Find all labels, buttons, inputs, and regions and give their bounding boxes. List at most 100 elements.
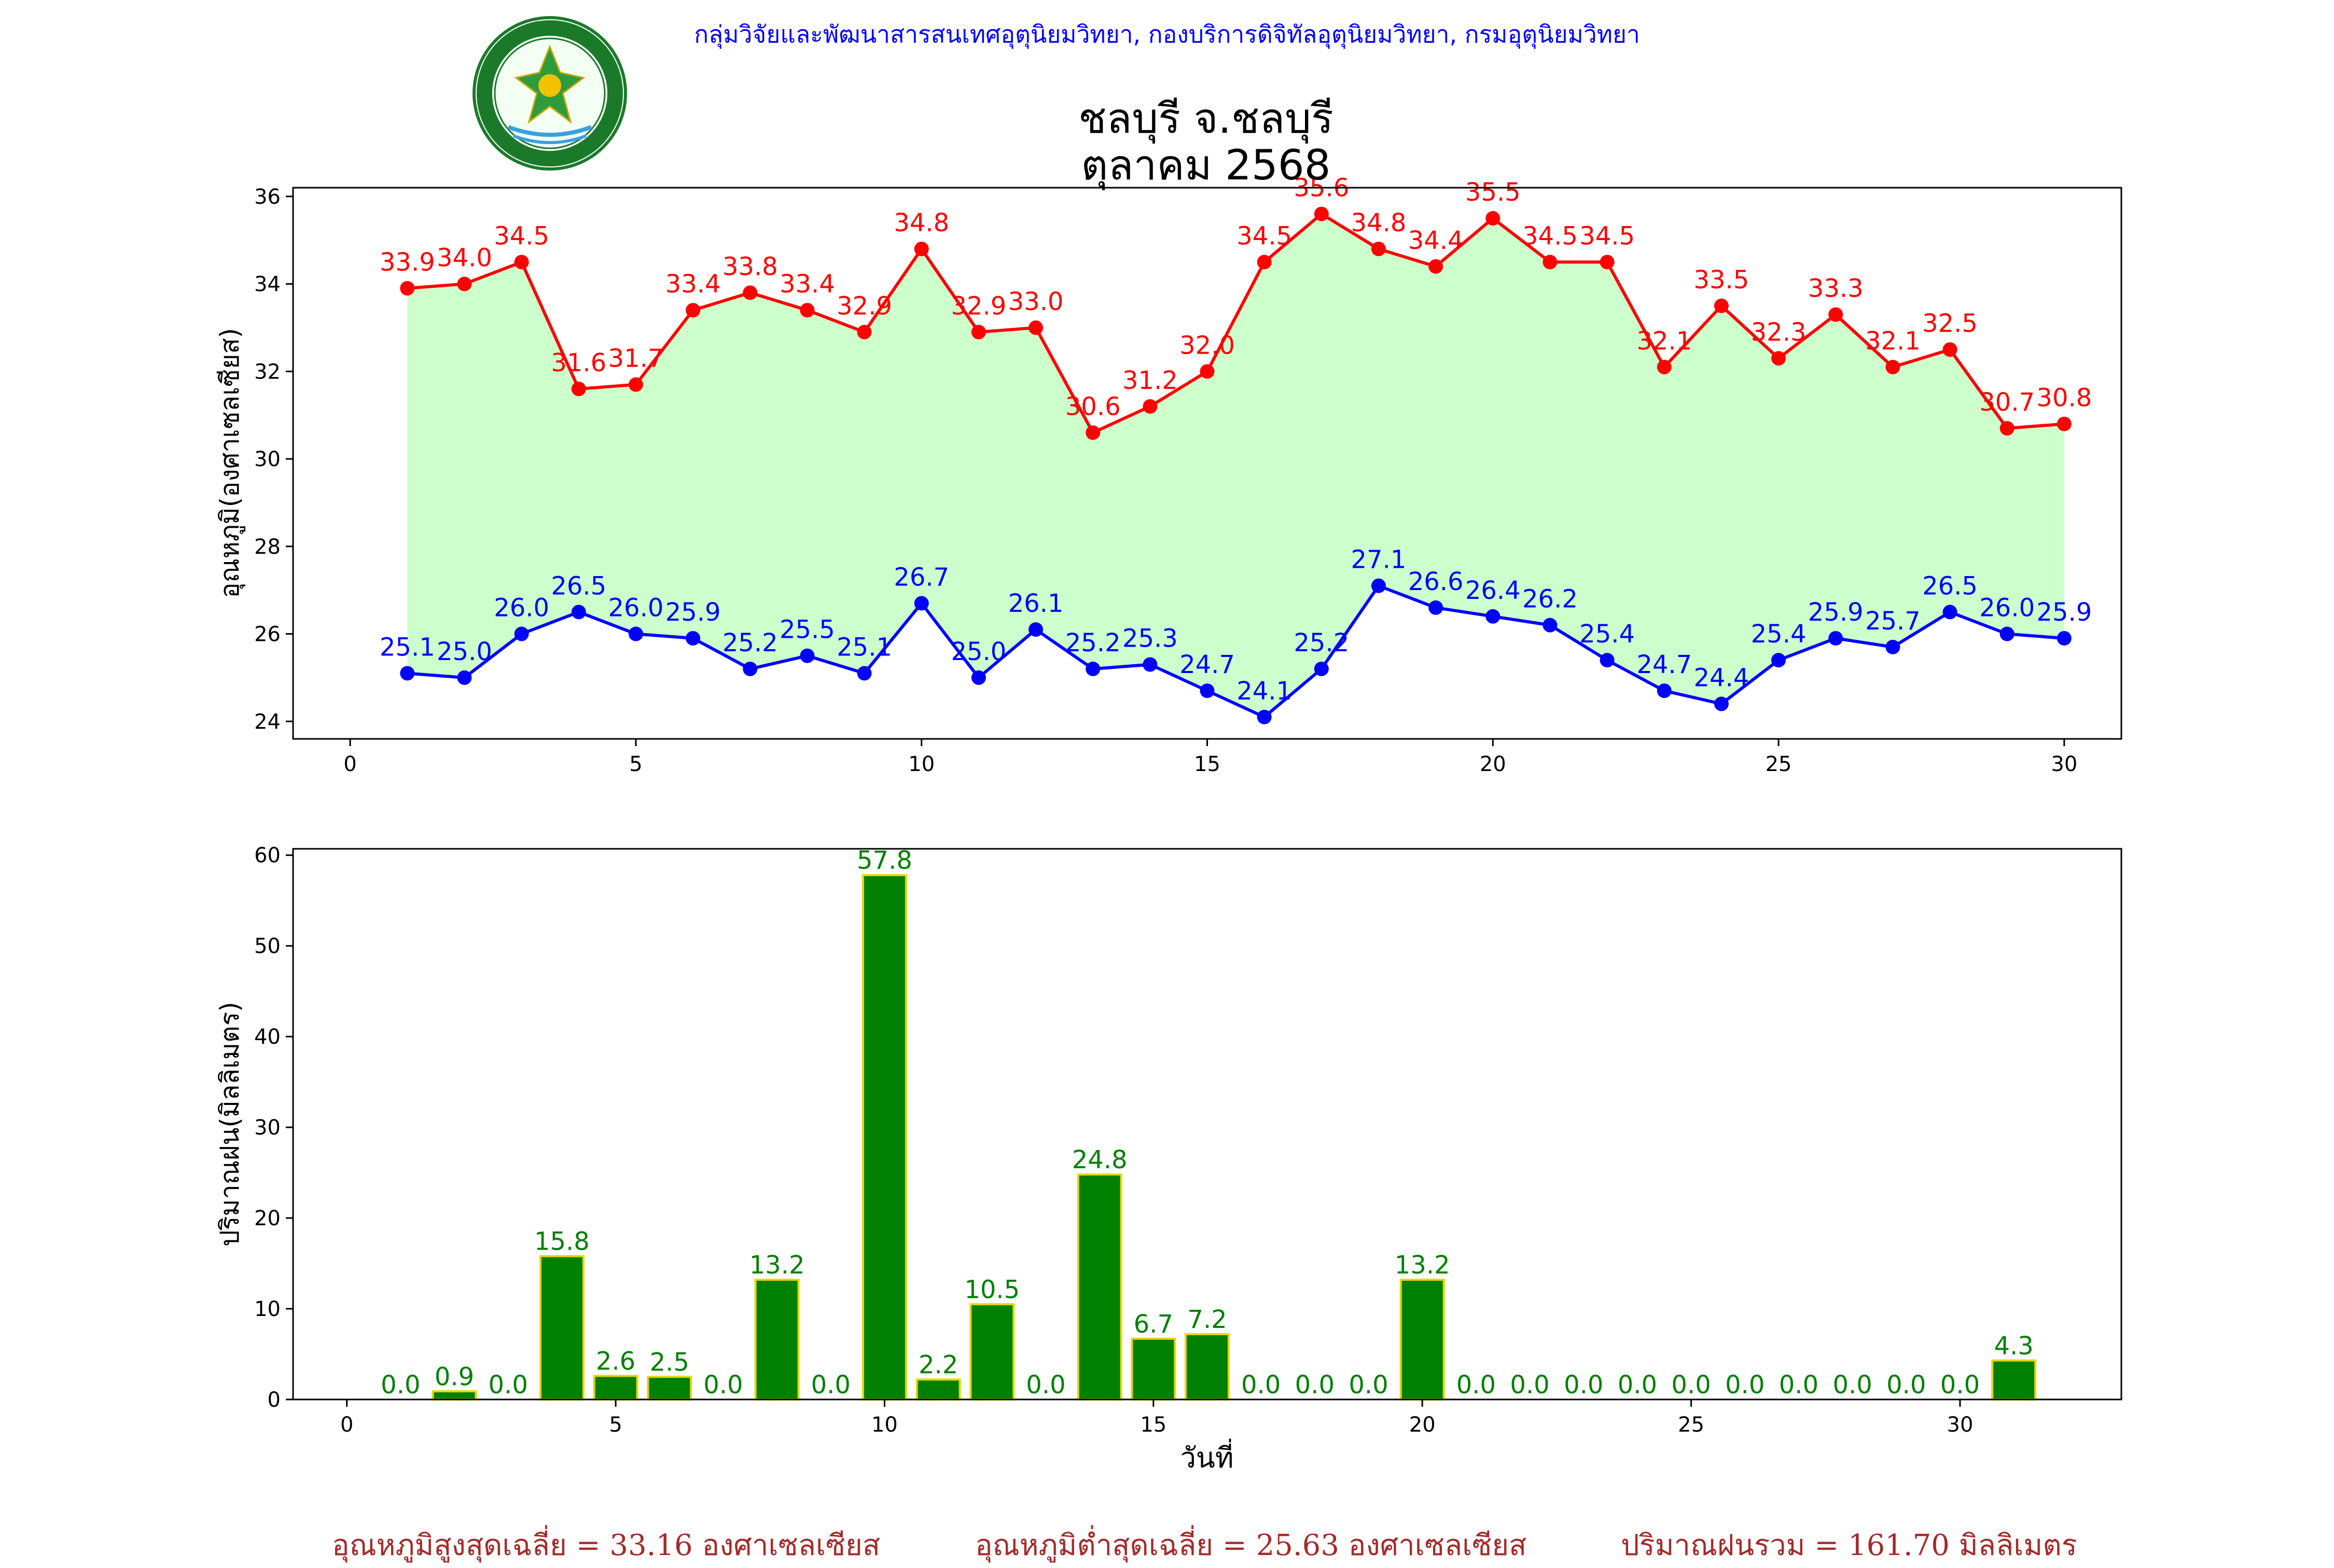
min-temperature-point — [1600, 653, 1615, 668]
max-temperature-point — [2057, 416, 2072, 431]
rainfall-value-label: 13.2 — [749, 1251, 805, 1280]
min-temperature-point — [1029, 622, 1044, 637]
max-temperature-label: 33.9 — [380, 248, 435, 277]
max-temperature-label: 34.5 — [1579, 221, 1635, 250]
min-temperature-point — [686, 631, 701, 646]
min-temperature-label: 26.0 — [494, 594, 549, 623]
max-temperature-label: 33.4 — [780, 270, 835, 299]
max-temperature-label: 34.5 — [1237, 221, 1292, 250]
min-temperature-label: 24.1 — [1237, 677, 1292, 706]
rainfall-value-label: 0.0 — [1564, 1370, 1603, 1399]
temperature-range-fill — [407, 214, 2064, 717]
max-temperature-point — [857, 325, 872, 340]
rainfall-bar — [539, 1255, 585, 1401]
min-temperature-point — [571, 605, 586, 620]
max-temperature-point — [914, 242, 929, 257]
max-temperature-point — [1485, 211, 1501, 226]
rainfall-y-tick-label: 0 — [268, 1388, 281, 1412]
rainfall-value-label: 0.0 — [1779, 1370, 1818, 1399]
max-temperature-label: 34.8 — [894, 208, 949, 237]
rainfall-bar — [1077, 1173, 1122, 1401]
temperature-y-tick-label: 36 — [254, 185, 281, 209]
max-temperature-point — [1657, 359, 1672, 374]
temperature-chart: 33.9 34.034.531.6 31.733.433.833.432.934.8… — [215, 174, 2122, 776]
rainfall-value-label: 24.8 — [1072, 1145, 1128, 1174]
rainfall-value-label: 0.0 — [703, 1370, 743, 1399]
max-temperature-label: 30.8 — [2036, 384, 2092, 413]
min-temperature-point — [1714, 696, 1729, 711]
max-temperature-point — [743, 285, 758, 300]
min-temperature-label: 25.2 — [1065, 628, 1121, 657]
rainfall-bar — [1399, 1279, 1445, 1401]
rainfall-bar — [915, 1378, 961, 1401]
max-temperature-point — [514, 255, 529, 270]
max-temperature-label: 31.6 — [551, 348, 606, 377]
min-temperature-point — [2057, 631, 2072, 646]
chart-title-station: ชลบุรี จ.ชลบุรี — [1078, 94, 1333, 143]
rainfall-value-label: 0.0 — [489, 1370, 528, 1399]
max-temperature-label: 32.0 — [1179, 331, 1235, 360]
max-temperature-point — [571, 382, 586, 397]
rainfall-y-axis-label: ปริมาณฝน(มิลลิเมตร) — [215, 1002, 245, 1247]
min-temperature-label: 26.2 — [1522, 585, 1578, 614]
min-temperature-label: 25.0 — [951, 637, 1006, 666]
max-temperature-label: 33.3 — [1808, 274, 1864, 303]
temperature-y-tick-label: 26 — [254, 623, 281, 647]
max-temperature-point — [1029, 320, 1044, 335]
max-temperature-point — [457, 276, 472, 291]
min-temperature-label: 25.2 — [723, 628, 778, 657]
min-temperature-label: 25.4 — [1579, 620, 1635, 649]
min-temperature-point — [971, 670, 986, 685]
max-temperature-point — [1143, 399, 1158, 414]
max-temperature-label: 32.9 — [951, 291, 1006, 320]
rainfall-bar — [969, 1303, 1015, 1401]
rainfall-bar — [754, 1279, 800, 1401]
min-temperature-label: 25.1 — [380, 633, 435, 662]
max-temperature-point — [1771, 351, 1786, 366]
max-temperature-label: 31.2 — [1122, 366, 1178, 395]
min-temperature-point — [1314, 662, 1329, 677]
max-temperature-point — [800, 303, 815, 318]
min-temperature-label: 24.7 — [1179, 650, 1235, 679]
temperature-x-tick-label: 15 — [1194, 752, 1220, 776]
min-temperature-point — [628, 626, 643, 641]
average-max-temp-summary: อุณหภูมิสูงสุดเฉลี่ย = 33.16 องศาเซลเซีย… — [332, 1529, 881, 1562]
rainfall-value-label: 2.5 — [650, 1348, 689, 1377]
max-temperature-point — [400, 281, 415, 296]
max-temperature-label: 31.7 — [608, 344, 664, 373]
rainfall-value-label: 2.2 — [919, 1351, 958, 1380]
max-temperature-label: 33.4 — [665, 270, 721, 299]
rainfall-y-tick-label: 40 — [254, 1025, 281, 1049]
rainfall-y-tick-label: 50 — [254, 934, 281, 958]
min-temperature-label: 25.3 — [1122, 624, 1178, 653]
min-temperature-label: 25.7 — [1865, 607, 1921, 636]
rainfall-value-label: 0.0 — [1940, 1370, 1980, 1399]
rainfall-y-tick-label: 20 — [254, 1207, 281, 1230]
rainfall-value-label: 0.0 — [1671, 1370, 1711, 1399]
temperature-y-tick-label: 34 — [254, 273, 281, 297]
max-temperature-point — [1999, 421, 2015, 436]
min-temperature-label: 25.1 — [837, 633, 892, 662]
total-rainfall-summary: ปริมาณฝนรวม = 161.70 มิลลิเมตร — [1621, 1529, 2077, 1562]
rainfall-chart: 0.0 0.9 0.0 15.8 2.6 2.5 0.0 13.2 0.0 57.8 2.2 10.5… — [215, 844, 2122, 1474]
rainfall-bar — [1991, 1359, 2037, 1401]
min-temperature-label: 25.9 — [1808, 598, 1864, 627]
min-temperature-label: 26.6 — [1408, 567, 1464, 596]
min-temperature-label: 26.0 — [608, 594, 664, 623]
rainfall-bar — [1185, 1333, 1230, 1401]
max-temperature-point — [1942, 342, 1957, 357]
min-temperature-point — [1371, 578, 1386, 593]
temperature-y-tick-label: 24 — [254, 710, 281, 734]
rainfall-x-tick-label: 30 — [1947, 1413, 1974, 1437]
min-temperature-point — [400, 666, 415, 681]
temperature-x-tick-label: 5 — [629, 752, 642, 776]
min-temperature-point — [1086, 662, 1101, 677]
min-temperature-label: 25.2 — [1294, 628, 1349, 657]
max-temperature-label: 30.7 — [1979, 388, 2035, 417]
max-temperature-point — [628, 377, 643, 392]
max-temperature-label: 32.3 — [1751, 318, 1807, 347]
rainfall-y-tick-label: 60 — [254, 844, 281, 867]
max-temperature-point — [1086, 425, 1101, 440]
min-temperature-point — [857, 666, 872, 681]
